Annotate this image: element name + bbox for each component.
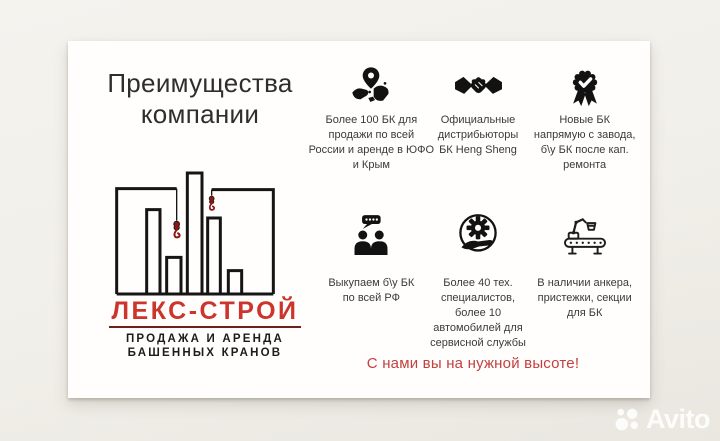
features-row-1: Более 100 БК для продажи по всей России …	[309, 65, 638, 173]
company-name: ЛЕКС-СТРОЙ	[111, 297, 299, 325]
company-logo: ЛЕКС-СТРОЙ ПРОДАЖА И АРЕНДА БАШЕННЫХ КРА…	[108, 168, 302, 360]
avito-watermark: Avito	[614, 404, 711, 435]
feature-item: В наличии анкера, пристежки, секции для …	[531, 208, 638, 351]
service-gear-hand-icon	[455, 208, 501, 262]
features-grid: Более 100 БК для продажи по всей России …	[309, 65, 638, 351]
feature-item: Выкупаем б\у БК по всей РФ	[318, 208, 425, 351]
award-badge-icon	[565, 65, 605, 111]
logo-tagline-line1: ПРОДАЖА И АРЕНДА	[125, 333, 285, 345]
feature-text: Новые БК напрямую с завода, б\у БК после…	[533, 114, 636, 171]
heading-line2: компании	[140, 99, 260, 129]
avito-logo-icon	[615, 408, 638, 431]
handshake-icon	[454, 65, 502, 111]
feature-item: Новые БК напрямую с завода, б\у БК после…	[531, 65, 638, 173]
tower-cranes-logo-icon	[115, 171, 275, 296]
feature-text: В наличии анкера, пристежки, секции для …	[537, 277, 633, 319]
conveyor-robot-icon	[561, 208, 609, 262]
map-pin-icon	[351, 65, 391, 111]
crane-hook-icon	[208, 195, 215, 211]
feature-item: Более 100 БК для продажи по всей России …	[309, 65, 434, 173]
avito-wordmark: Avito	[646, 404, 711, 434]
logo-divider	[109, 326, 301, 328]
features-row-2: Выкупаем б\у БК по всей РФ	[318, 208, 638, 351]
feature-text: Выкупаем б\у БК по всей РФ	[328, 277, 415, 304]
feature-item: Официальные дистрибьюторы БК Heng Sheng	[425, 65, 532, 173]
feature-text: Более 40 тех. специалистов, более 10 авт…	[430, 277, 526, 349]
feature-text: Более 100 БК для продажи по всей России …	[308, 114, 435, 171]
logo-tagline-line2: БАШЕННЫХ КРАНОВ	[127, 347, 283, 359]
promo-card: Преимущества компании	[68, 41, 650, 398]
feature-text: Официальные дистрибьюторы БК Heng Sheng	[437, 114, 519, 156]
people-chat-icon	[349, 208, 393, 262]
heading-line1: Преимущества	[107, 68, 293, 98]
page-title: Преимущества компании	[78, 68, 322, 130]
slogan: С нами вы на нужной высоте!	[366, 355, 580, 372]
crane-hook-icon	[173, 220, 181, 239]
feature-item: Более 40 тех. специалистов, более 10 авт…	[425, 208, 532, 351]
